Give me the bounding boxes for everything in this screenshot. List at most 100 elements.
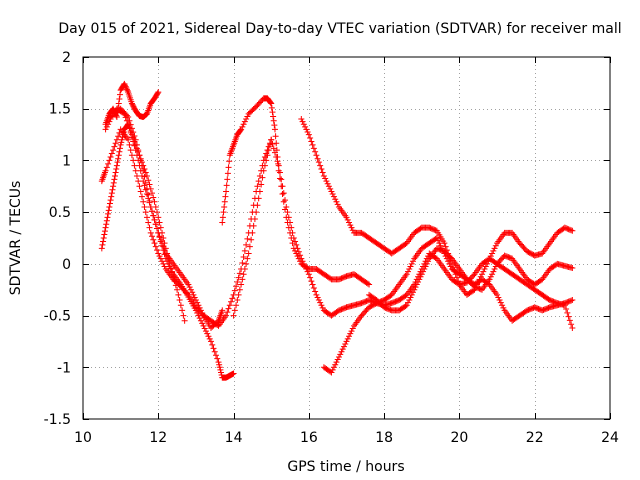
data-point	[313, 152, 320, 159]
data-point	[475, 285, 482, 292]
data-point	[235, 274, 242, 281]
data-point	[165, 255, 172, 262]
data-point	[371, 301, 378, 308]
data-point	[366, 281, 373, 288]
data-point	[524, 307, 531, 314]
data-point	[255, 195, 262, 202]
data-point	[154, 225, 161, 232]
x-tick-label: 22	[526, 430, 544, 446]
data-point	[123, 86, 130, 93]
data-point	[541, 306, 548, 313]
data-point	[471, 283, 478, 290]
data-point	[416, 276, 423, 283]
data-point	[121, 110, 128, 117]
data-point	[279, 183, 286, 190]
data-point	[543, 305, 550, 312]
data-point	[177, 302, 184, 309]
data-point	[155, 250, 162, 257]
data-point	[441, 240, 448, 247]
data-point	[155, 214, 162, 221]
data-point	[133, 145, 140, 152]
data-point	[243, 260, 250, 267]
data-point	[563, 306, 570, 313]
data-point	[105, 160, 112, 167]
data-point	[157, 255, 164, 262]
data-point	[496, 297, 503, 304]
data-point	[159, 242, 166, 249]
data-point	[334, 201, 341, 208]
data-point	[146, 224, 153, 231]
data-point	[117, 141, 124, 148]
data-point	[128, 152, 135, 159]
data-point	[359, 311, 366, 318]
y-tick-label: -0.5	[44, 309, 71, 325]
series-arc10	[366, 245, 576, 314]
data-point	[122, 83, 129, 90]
data-point	[455, 278, 462, 285]
data-point	[270, 117, 277, 124]
data-point	[123, 117, 130, 124]
data-point	[263, 157, 270, 164]
data-point	[468, 273, 475, 280]
data-point	[337, 351, 344, 358]
data-point	[229, 295, 236, 302]
data-point	[151, 198, 158, 205]
data-point	[236, 270, 243, 277]
data-point	[228, 298, 235, 305]
data-point	[110, 183, 117, 190]
data-point	[253, 209, 260, 216]
data-point	[335, 276, 342, 283]
data-point	[261, 162, 268, 169]
x-tick-label: 14	[225, 430, 243, 446]
data-point	[329, 366, 336, 373]
data-point	[408, 260, 415, 267]
data-point	[159, 258, 166, 265]
data-point	[206, 335, 213, 342]
data-point	[346, 219, 353, 226]
data-point	[425, 258, 432, 265]
data-point	[196, 315, 203, 322]
data-point	[432, 227, 439, 234]
data-point	[115, 152, 122, 159]
data-point	[176, 297, 183, 304]
series-arc7	[230, 136, 576, 331]
data-point	[307, 274, 314, 281]
data-point	[430, 226, 437, 233]
data-point	[270, 113, 277, 120]
data-point	[499, 302, 506, 309]
data-point	[267, 99, 274, 106]
data-point	[289, 229, 296, 236]
data-point	[561, 224, 568, 231]
data-point	[536, 306, 543, 313]
data-point	[402, 241, 409, 248]
data-point	[103, 217, 110, 224]
data-point	[382, 304, 389, 311]
data-point	[417, 273, 424, 280]
data-point	[145, 219, 152, 226]
data-point	[447, 254, 454, 261]
data-point	[130, 157, 137, 164]
data-point	[271, 149, 278, 156]
data-point	[221, 203, 228, 210]
data-point	[342, 304, 349, 311]
data-point	[112, 169, 119, 176]
data-point	[338, 348, 345, 355]
data-point	[332, 196, 339, 203]
data-point	[307, 135, 314, 142]
data-point	[294, 245, 301, 252]
data-point	[328, 369, 335, 376]
data-point	[249, 229, 256, 236]
data-point	[436, 240, 443, 247]
data-point	[422, 263, 429, 270]
data-point	[561, 300, 568, 307]
data-point	[254, 183, 261, 190]
data-point	[115, 100, 122, 107]
data-point	[106, 200, 113, 207]
data-point	[563, 225, 570, 232]
data-point	[393, 298, 400, 305]
data-point	[343, 338, 350, 345]
data-point	[216, 361, 223, 368]
data-point	[325, 183, 332, 190]
data-point	[391, 299, 398, 306]
data-point	[388, 300, 395, 307]
